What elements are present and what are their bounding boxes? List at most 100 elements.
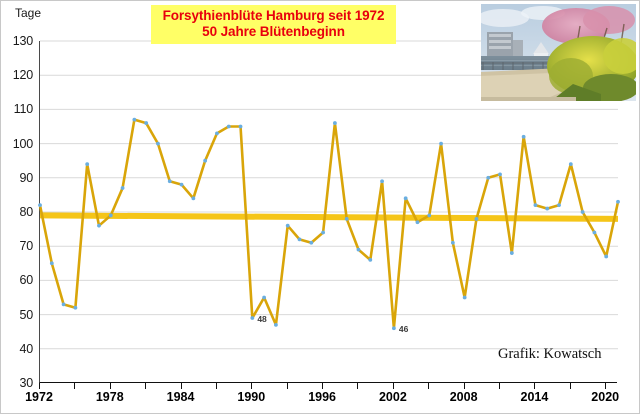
data-point-marker (191, 196, 196, 201)
x-axis-tick-label: 2014 (520, 390, 549, 404)
x-axis-tick (74, 383, 76, 389)
data-point-value-label: 48 (257, 314, 267, 325)
data-point-marker (568, 162, 573, 167)
data-point-marker (297, 237, 302, 242)
y-axis-tick-label: 30 (19, 376, 33, 390)
data-point-marker (332, 121, 337, 125)
data-point-marker (533, 203, 538, 208)
data-point-marker (285, 223, 290, 228)
x-axis-tick-label: 1978 (95, 390, 124, 404)
x-axis-tick (322, 383, 324, 389)
x-axis-tick (499, 383, 501, 389)
x-axis-tick (180, 383, 182, 389)
data-point-marker (108, 213, 113, 218)
x-axis-tick (428, 383, 430, 389)
photo-image (481, 4, 636, 101)
data-point-marker (368, 257, 373, 262)
y-axis-tick-label: 50 (19, 307, 33, 322)
trend-line (39, 212, 619, 222)
data-point-marker (427, 213, 432, 218)
data-point-marker (215, 131, 219, 136)
data-point-marker (203, 158, 208, 163)
data-point-marker (321, 230, 326, 235)
y-axis-tick-label: 110 (13, 102, 34, 117)
x-axis-tick (286, 383, 288, 389)
data-point-marker (179, 182, 184, 187)
data-point-marker (156, 141, 160, 146)
x-axis-tick (145, 383, 147, 389)
x-axis-tick (605, 383, 607, 389)
data-point-marker (344, 216, 349, 221)
x-axis-tick-label: 2020 (591, 390, 620, 404)
x-axis-tick-label: 1996 (308, 390, 336, 404)
data-point-marker (238, 124, 243, 129)
data-point-marker (450, 240, 455, 245)
data-point-value-label: 46 (398, 324, 409, 335)
forsythia-waterfront-photo (481, 4, 636, 101)
data-point-marker (144, 121, 149, 125)
data-point-marker (226, 124, 231, 129)
data-point-marker (167, 179, 172, 184)
data-point-marker (262, 295, 267, 300)
y-axis-tick-label: 130 (12, 34, 33, 48)
y-axis-tick-label: 40 (19, 341, 33, 356)
data-point-marker (380, 179, 384, 184)
y-axis-tick-label: 60 (19, 273, 33, 288)
x-axis-tick (392, 383, 394, 389)
data-point-marker (97, 223, 101, 228)
x-axis-tick (357, 383, 359, 389)
data-point-marker (49, 261, 54, 266)
y-axis-tick-label: 90 (19, 170, 33, 185)
y-axis-tick-label: 120 (12, 68, 33, 83)
data-point-marker (274, 322, 278, 327)
data-point-marker (132, 117, 137, 122)
x-axis-tick (39, 383, 40, 389)
data-point-marker (250, 316, 255, 320)
data-point-marker (415, 220, 420, 225)
data-point-marker (498, 172, 502, 177)
data-point-marker (509, 251, 514, 255)
y-axis-title: Tage (15, 6, 42, 20)
plot-area (38, 40, 620, 383)
chart-title-banner: Forsythienblüte Hamburg seit 1972 50 Jah… (151, 5, 396, 44)
x-axis-tick (251, 383, 253, 389)
data-point-marker (521, 134, 526, 139)
data-point-marker (592, 230, 597, 235)
chart-title-line1: Forsythienblüte Hamburg seit 1972 (162, 8, 385, 23)
data-point-marker (403, 196, 408, 201)
data-point-marker (439, 141, 443, 146)
x-axis-tick (569, 383, 571, 389)
chart-title-line2: 50 Jahre Blütenbeginn (202, 24, 345, 39)
x-axis-tick (215, 383, 217, 389)
x-axis-tick (463, 383, 465, 389)
data-point-marker (61, 302, 66, 307)
data-point-marker (38, 203, 42, 208)
credit-text: Grafik: Kowatsch (498, 346, 602, 362)
data-point-marker (604, 254, 609, 259)
data-point-marker (545, 206, 550, 211)
data-point-marker (557, 203, 561, 208)
x-axis-tick-label: 2002 (378, 390, 407, 404)
y-axis-tick-label: 80 (19, 205, 33, 219)
data-point-marker (85, 162, 90, 167)
data-point-marker (580, 210, 585, 214)
series-line (38, 118, 620, 330)
x-axis-tick (534, 383, 536, 389)
data-point-marker (120, 186, 125, 190)
data-point-marker (391, 326, 396, 331)
data-point-marker (462, 295, 467, 300)
y-axis-tick-label: 70 (19, 239, 33, 254)
x-axis-tick-label: 1984 (166, 390, 195, 404)
x-axis-tick-label: 2008 (449, 390, 478, 404)
y-axis-tick-label: 100 (12, 136, 33, 151)
x-axis-tick-label: 1990 (237, 390, 266, 404)
data-point-marker (73, 305, 78, 310)
data-point-marker (309, 240, 314, 245)
data-point-marker (474, 216, 479, 221)
x-axis-tick (109, 383, 111, 389)
data-point-marker (486, 175, 491, 180)
x-axis-tick-label: 1972 (25, 390, 53, 404)
marker-group (38, 117, 620, 331)
